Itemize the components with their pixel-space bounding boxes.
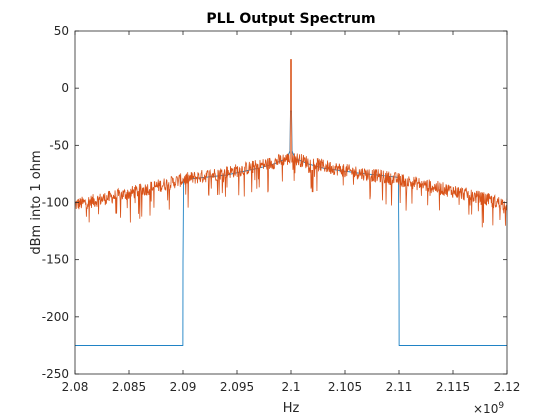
y-tick-label: -50	[49, 138, 69, 152]
series-line-2	[75, 59, 507, 228]
y-axis-label: dBm into 1 ohm	[29, 150, 44, 254]
y-tick-label: -150	[42, 253, 69, 267]
x-tick-label: 2.085	[112, 380, 146, 394]
x-tick-label: 2.1	[281, 380, 300, 394]
y-tick-label: -100	[42, 196, 69, 210]
y-tick-label: -250	[42, 367, 69, 381]
x-tick-label: 2.08	[62, 380, 89, 394]
x-tick-label: 2.09	[170, 380, 197, 394]
x-axis-label: Hz	[283, 401, 300, 416]
y-tick-label: 0	[61, 81, 69, 95]
x-tick-label: 2.105	[328, 380, 362, 394]
x-tick-label: 2.095	[220, 380, 254, 394]
x-axis-exponent: ×109	[473, 401, 504, 416]
x-tick-label: 2.11	[386, 380, 413, 394]
x-tick-label: 2.12	[494, 380, 521, 394]
y-tick-label: 50	[54, 24, 69, 38]
y-tick-label: -200	[42, 310, 69, 324]
x-exponent-power: 9	[498, 401, 504, 411]
axis-ticks: 2.08 2.085 2.09 2.095 2.1 2.105 2.11 2.115 2.12 -…	[42, 24, 521, 394]
chart-title: PLL Output Spectrum	[206, 11, 375, 27]
x-exponent-base: ×10	[473, 402, 498, 416]
x-tick-label: 2.115	[436, 380, 470, 394]
